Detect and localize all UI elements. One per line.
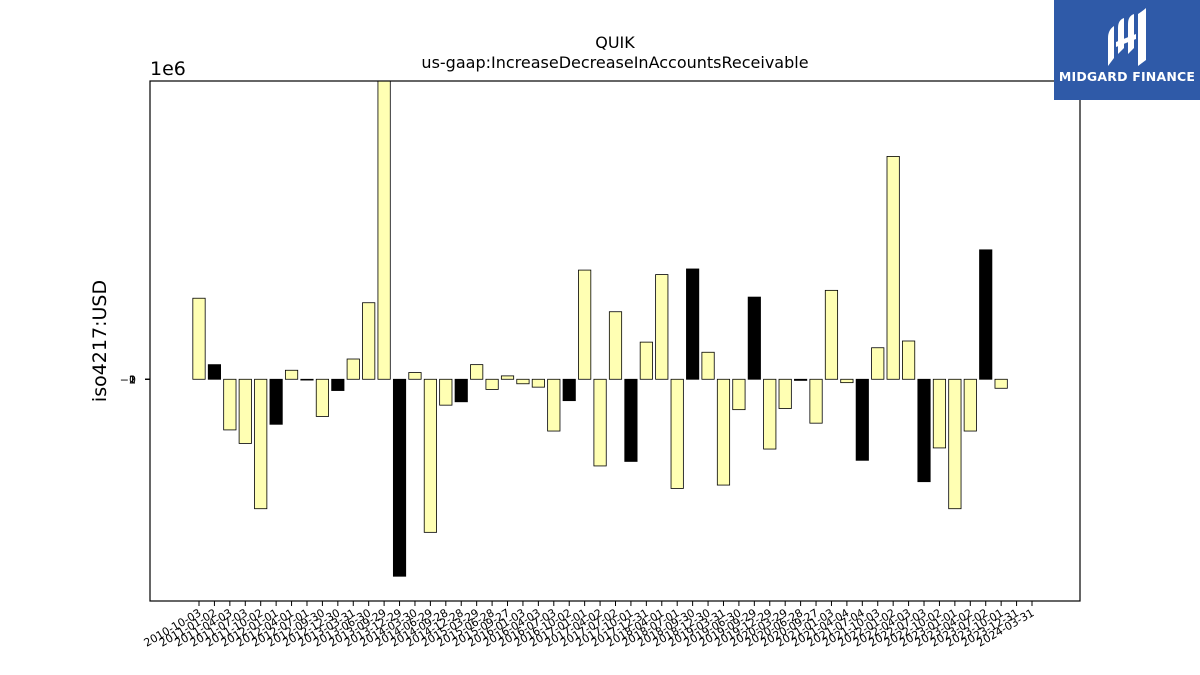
bar-2013-03-31 bbox=[346, 358, 360, 380]
bar-2018-07-01 bbox=[670, 378, 684, 489]
bar-2018-09-30 bbox=[686, 268, 700, 380]
bar-2016-04-03 bbox=[531, 378, 545, 388]
bar-2011-01-02 bbox=[207, 364, 221, 380]
bar-2017-04-02 bbox=[593, 378, 607, 467]
bar-2011-07-03 bbox=[238, 378, 252, 444]
bar-2021-10-03 bbox=[871, 347, 885, 380]
bar-2019-12-29 bbox=[763, 378, 777, 450]
bar-2012-12-30 bbox=[331, 378, 345, 391]
bar-2019-09-29 bbox=[747, 296, 761, 380]
bar-2022-10-02 bbox=[932, 378, 947, 449]
bar-2016-01-03 bbox=[516, 378, 530, 385]
midgard-logo-icon bbox=[1108, 8, 1146, 66]
bar-2023-01-01 bbox=[948, 378, 962, 510]
bar-2013-06-30 bbox=[362, 302, 376, 380]
y-offset-label: 1e6 bbox=[150, 58, 186, 80]
bar-2013-09-29 bbox=[377, 80, 391, 380]
bar-2016-10-02 bbox=[562, 378, 576, 402]
bar-2023-10-01 bbox=[994, 378, 1008, 389]
bar-2017-10-01 bbox=[624, 378, 638, 462]
bar-2022-04-03 bbox=[902, 340, 916, 380]
bar-2018-04-01 bbox=[655, 274, 669, 380]
bar-2015-06-28 bbox=[485, 378, 499, 390]
brand-logo: MIDGARD FINANCE bbox=[1054, 0, 1200, 100]
bar-2023-04-02 bbox=[963, 378, 977, 432]
bar-2019-06-30 bbox=[732, 378, 746, 411]
bar-2011-04-03 bbox=[223, 378, 237, 431]
bar-2012-04-01 bbox=[284, 369, 299, 380]
y-axis-label: iso4217:USD bbox=[89, 280, 111, 402]
bar-2020-03-29 bbox=[778, 378, 792, 409]
bar-2014-06-29 bbox=[423, 378, 437, 533]
bar-2021-01-03 bbox=[824, 289, 839, 380]
bar-2022-01-02 bbox=[886, 156, 900, 380]
bar-2017-07-02 bbox=[608, 311, 623, 380]
bar-2015-03-29 bbox=[470, 364, 484, 380]
chart-title: QUIK bbox=[595, 33, 635, 52]
logo-text: MIDGARD FINANCE bbox=[1058, 69, 1196, 84]
bar-2020-06-28 bbox=[794, 378, 808, 381]
bar-2020-09-27 bbox=[809, 378, 823, 424]
bar-2017-01-01 bbox=[578, 269, 592, 380]
y-tick-label: −1 bbox=[120, 373, 136, 386]
bar-2019-03-31 bbox=[716, 378, 731, 486]
bar-2012-07-01 bbox=[300, 378, 314, 381]
bar-2014-12-28 bbox=[454, 378, 468, 403]
bar-2013-12-29 bbox=[392, 378, 407, 577]
bar-2017-12-31 bbox=[639, 341, 653, 380]
y-tick-label: 0 bbox=[129, 373, 136, 386]
bar-2014-09-28 bbox=[439, 378, 453, 406]
bar-2021-07-04 bbox=[855, 378, 869, 461]
bar-2016-07-03 bbox=[547, 378, 561, 432]
bar-2022-07-03 bbox=[917, 378, 931, 483]
bar-2012-01-01 bbox=[269, 378, 283, 425]
y-tick-label: 2 bbox=[129, 373, 136, 386]
bar-2011-10-02 bbox=[254, 378, 268, 510]
bar-2012-09-30 bbox=[315, 378, 329, 417]
bar-2023-07-02 bbox=[979, 249, 993, 380]
y-tick-label: 1 bbox=[129, 373, 136, 386]
bar-2018-12-30 bbox=[701, 351, 715, 380]
bar-2021-04-04 bbox=[840, 378, 854, 384]
bar-2014-03-30 bbox=[408, 372, 422, 380]
bars-layer bbox=[192, 80, 1008, 577]
chart-subtitle: us-gaap:IncreaseDecreaseInAccountsReceiv… bbox=[421, 53, 808, 72]
bar-2015-09-27 bbox=[500, 375, 515, 380]
bar-2010-10-03 bbox=[192, 297, 206, 380]
x-axis: 2010-10-032011-01-022011-04-032011-07-03… bbox=[142, 601, 1037, 650]
